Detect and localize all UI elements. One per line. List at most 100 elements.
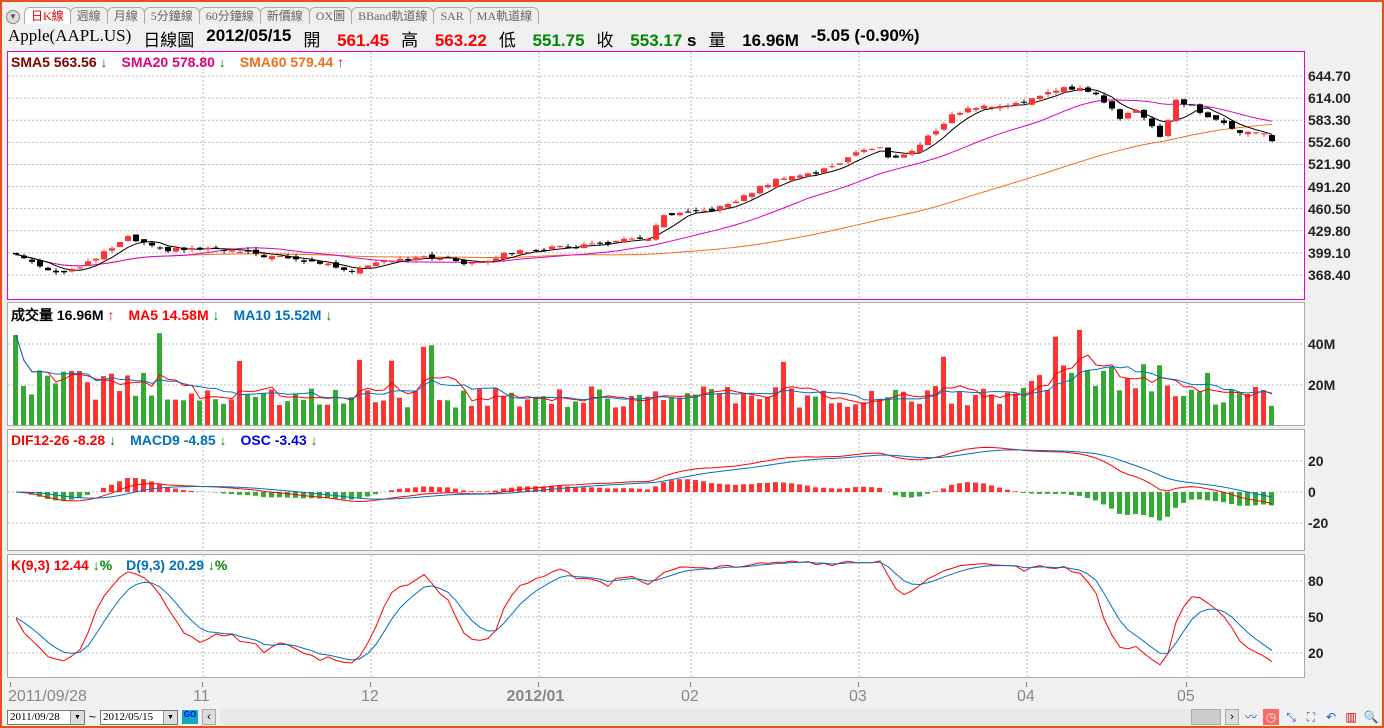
scroll-right-button[interactable]: › — [1225, 709, 1239, 725]
volume-legend: 成交量 16.96M ↑ MA5 14.58M ↓ MA10 15.52M ↓ — [11, 305, 346, 325]
symbol: Apple(AAPL.US) — [8, 26, 132, 45]
clock-icon[interactable]: ◷ — [1263, 709, 1279, 725]
osc-bar — [653, 486, 658, 492]
tab-9[interactable]: MA軌道線 — [469, 7, 540, 24]
volume-bar — [237, 360, 242, 425]
candle — [301, 260, 307, 262]
osc-bar — [77, 492, 82, 499]
scroll-left-button[interactable]: ‹ — [202, 709, 217, 725]
volume-bar — [253, 396, 258, 425]
range-separator: ~ — [89, 710, 97, 724]
legend-text: 成交量 16.96M — [11, 307, 108, 323]
volume-bar — [933, 386, 938, 425]
tab-6[interactable]: OX圖 — [308, 7, 353, 24]
candle — [373, 262, 379, 267]
candle — [821, 168, 827, 173]
undo-icon[interactable]: ↶ — [1325, 710, 1337, 724]
axis-tick-label: 20 — [1308, 645, 1324, 661]
volume-bar — [853, 404, 858, 425]
dropdown-icon[interactable]: ▼ — [6, 10, 20, 24]
tab-8[interactable]: SAR — [433, 7, 471, 24]
volume-bar — [85, 382, 90, 425]
tab-1[interactable]: 週線 — [69, 7, 108, 24]
tab-2[interactable]: 月線 — [106, 7, 145, 24]
scrollbar[interactable] — [220, 709, 1221, 725]
candle — [1229, 121, 1235, 129]
osc-bar — [957, 483, 962, 492]
candle — [1005, 105, 1011, 107]
volume-bar — [93, 399, 98, 425]
candle — [445, 257, 451, 259]
candle — [941, 123, 947, 130]
axis-tick-label: -20 — [1308, 515, 1329, 531]
candle — [1205, 112, 1211, 118]
volume-bar — [1045, 389, 1050, 425]
axis-tick-label: 583.30 — [1308, 112, 1351, 129]
volume-bar — [1125, 378, 1130, 425]
volume-legend-item: MA5 14.58M ↓ — [128, 307, 219, 323]
axis-tick-label: 552.60 — [1308, 134, 1351, 151]
candle — [53, 270, 59, 273]
osc-bar — [605, 488, 610, 492]
tab-0[interactable]: 日K線 — [24, 7, 71, 24]
candle — [45, 267, 51, 271]
axis-tick-label: 614.00 — [1308, 90, 1351, 107]
tab-4[interactable]: 60分鐘線 — [198, 7, 261, 24]
close-label: 收 — [596, 31, 614, 50]
volume-bar — [677, 397, 682, 425]
zoom-icon[interactable]: 🔍 — [1363, 710, 1379, 724]
macd-legend-item: MACD9 -4.85 ↓ — [130, 432, 226, 448]
candle — [197, 247, 203, 250]
candle — [853, 152, 859, 156]
expand-icon[interactable]: ⛶ — [1306, 710, 1316, 724]
candle — [21, 255, 27, 259]
price-panel[interactable]: SMA5 563.56 ↓ SMA20 578.80 ↓ SMA60 579.44 … — [7, 51, 1305, 300]
legend-arrow-icon: ↓ — [219, 432, 227, 448]
osc-bar — [701, 481, 706, 492]
candle — [165, 246, 171, 252]
volume-label: 量 — [708, 31, 726, 50]
end-date-select[interactable]: 2012/05/15 ▼ — [100, 709, 179, 725]
candle — [677, 212, 683, 216]
volume-bar — [949, 403, 954, 425]
tab-3[interactable]: 5分鐘線 — [143, 7, 200, 24]
legend-arrow-icon: ↓ — [310, 432, 318, 448]
volume-bar — [749, 395, 754, 425]
macd-panel[interactable]: DIF12-26 -8.28 ↓ MACD9 -4.85 ↓ OSC -3.43 ↓ — [7, 429, 1305, 551]
volume-bar — [1165, 385, 1170, 425]
volume-bar — [53, 383, 58, 425]
volume-bar — [45, 375, 50, 425]
shrink-icon[interactable]: ⤡ — [1286, 710, 1296, 724]
date-tick — [858, 682, 859, 687]
legend-text: OSC -3.43 — [240, 432, 311, 448]
volume-bar — [453, 407, 458, 425]
volume-bar — [1221, 402, 1226, 425]
kd-panel[interactable]: K(9,3) 12.44 ↓% D(9,3) 20.29 ↓% — [7, 554, 1305, 678]
volume-bar — [445, 400, 450, 425]
go-button[interactable]: GO — [182, 710, 199, 724]
tab-5[interactable]: 新價線 — [259, 7, 310, 24]
tab-7[interactable]: BBand軌道線 — [351, 7, 435, 24]
candle — [1053, 90, 1059, 93]
start-date-select[interactable]: 2011/09/28 ▼ — [7, 709, 85, 725]
chart-style-icon[interactable]: 〰 — [1244, 710, 1257, 724]
legend-text: MA10 15.52M — [233, 307, 326, 323]
volume-bar — [629, 395, 634, 425]
volume-bar — [549, 403, 554, 425]
osc-bar — [1189, 492, 1194, 500]
volume-bar — [1093, 385, 1098, 425]
candle — [93, 258, 99, 261]
volume-bar — [501, 395, 506, 425]
candle — [453, 258, 459, 262]
indicator-settings-icon[interactable]: ▥ — [1345, 710, 1357, 724]
volume-bar — [1205, 372, 1210, 425]
osc-bar — [813, 487, 818, 492]
candle — [437, 258, 443, 260]
osc-bar — [629, 488, 634, 492]
candle — [253, 249, 259, 254]
volume-panel[interactable]: 成交量 16.96M ↑ MA5 14.58M ↓ MA10 15.52M ↓ — [7, 302, 1305, 426]
volume-bar — [477, 389, 482, 425]
osc-bar — [717, 483, 722, 492]
scrollbar-thumb[interactable] — [1191, 709, 1221, 725]
osc-bar — [757, 482, 762, 492]
